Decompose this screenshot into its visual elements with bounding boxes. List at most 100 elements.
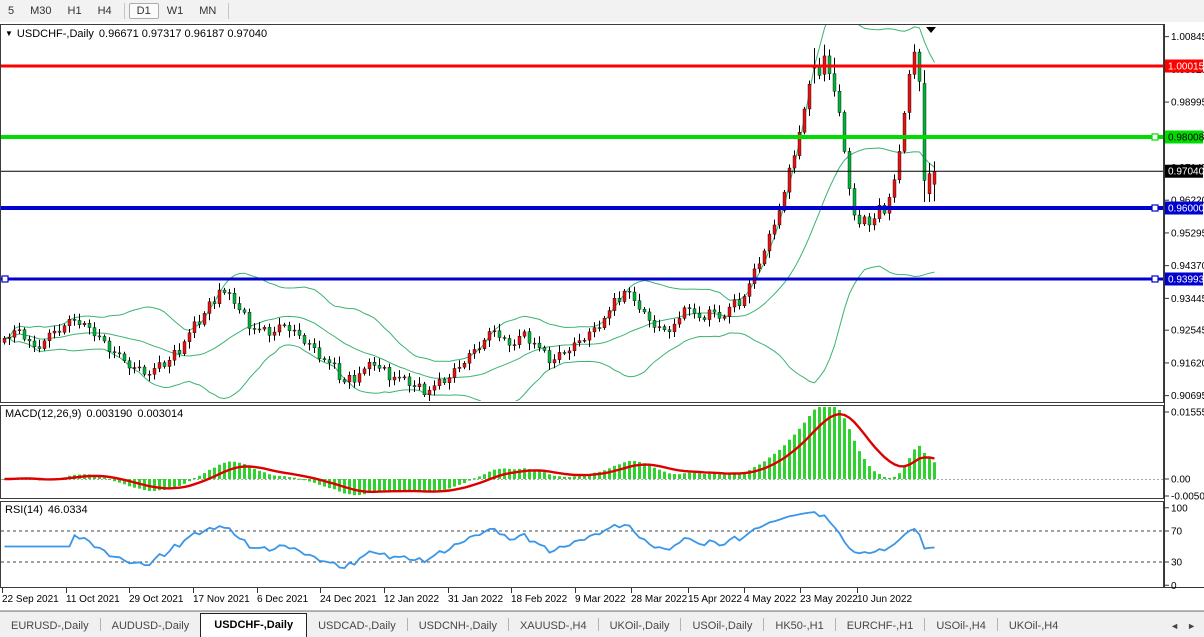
macd-bar (383, 479, 386, 491)
symbol-menu-icon[interactable]: ▼ (5, 29, 13, 38)
timeframe-button-m30[interactable]: M30 (30, 5, 52, 17)
tab-usdcad-daily[interactable]: USDCAD-,Daily (318, 620, 396, 632)
tab-usoil-daily[interactable]: USOil-,Daily (692, 620, 753, 632)
candle-body (417, 383, 422, 387)
tab-eurchf-h1[interactable]: EURCHF-,H1 (846, 620, 914, 632)
timeframe-button-w1[interactable]: W1 (166, 5, 184, 17)
candle-body (2, 337, 7, 343)
price-axis-label: 0.94370 (1171, 261, 1204, 272)
candle-body (702, 317, 707, 320)
rsi-panel[interactable] (0, 501, 1164, 588)
macd-bar (313, 479, 316, 483)
macd-bar (628, 460, 631, 479)
hline-handle-right[interactable] (1151, 275, 1159, 283)
price-axis-label: 0.93445 (1171, 294, 1204, 305)
candle-body (97, 335, 102, 338)
timeframe-button-5[interactable]: 5 (8, 5, 15, 17)
candle-body (637, 300, 642, 310)
timeframe-button-d1[interactable]: D1 (128, 3, 159, 19)
candle-body (537, 342, 542, 348)
candle-body (87, 323, 92, 328)
macd-bar (398, 479, 401, 491)
tab-hk50-h1[interactable]: HK50-,H1 (775, 620, 824, 632)
rsi-axis-label: 100 (1171, 503, 1188, 514)
macd-bar (183, 479, 186, 484)
price-tag-text: 0.96000 (1168, 204, 1204, 215)
hline-handle-right[interactable] (1151, 133, 1159, 141)
candle-body (617, 298, 622, 302)
macd-bar (898, 473, 901, 479)
candle-body (852, 188, 857, 216)
candle-body (247, 312, 252, 329)
candle-body (487, 331, 492, 341)
candle-body (772, 224, 777, 235)
candle-body (82, 323, 87, 325)
tab-ukoil-daily[interactable]: UKOil-,Daily (609, 620, 670, 632)
price-axis-label: 1.00845 (1171, 32, 1204, 43)
macd-value: 0.003190 (86, 408, 133, 420)
candle-body (177, 349, 182, 354)
tab-scroll-left-icon[interactable]: ◄ (1170, 621, 1180, 631)
macd-bar (493, 469, 496, 479)
tab-usdcnh-daily[interactable]: USDCNH-,Daily (418, 620, 497, 632)
candle-body (467, 353, 472, 364)
candle-body (797, 132, 802, 156)
candle-body (202, 313, 207, 325)
macd-bar (638, 462, 641, 479)
macd-bar (453, 479, 456, 487)
tab-eurusd-daily[interactable]: EURUSD-,Daily (11, 620, 89, 632)
candle-body (372, 362, 377, 366)
candle-body (92, 327, 97, 337)
candle-body (392, 376, 397, 381)
candles (2, 44, 937, 401)
macd-bar (443, 479, 446, 490)
timeframe-button-h1[interactable]: H1 (67, 5, 82, 17)
macd-bar (428, 479, 431, 493)
macd-bar (218, 464, 221, 479)
tab-usoil-h4[interactable]: USOil-,H4 (936, 620, 986, 632)
candle-body (12, 330, 17, 338)
tab-ukoil-h4[interactable]: UKOil-,H4 (1008, 620, 1059, 632)
timeframe-button-h4[interactable]: H4 (97, 5, 112, 17)
tab-xauusd-h4[interactable]: XAUUSD-,H4 (519, 620, 587, 632)
macd-bar (808, 415, 811, 479)
macd-bar (798, 428, 801, 479)
tab-usdchf-daily[interactable]: USDCHF-,Daily (200, 613, 308, 637)
price-axis-label: 0.92545 (1171, 326, 1204, 337)
macd-bar (363, 479, 366, 495)
candle-body (752, 268, 757, 284)
macd-bar (288, 477, 291, 479)
macd-bar (553, 475, 556, 479)
candle-body (112, 351, 117, 354)
candle-body (332, 362, 337, 365)
tab-scroll-right-icon[interactable]: ► (1187, 621, 1196, 631)
toolbar-divider (123, 3, 125, 19)
candle-body (922, 83, 927, 181)
rsi-axis-label: 30 (1171, 558, 1183, 569)
macd-bar (378, 479, 381, 492)
tab-audusd-daily[interactable]: AUDUSD-,Daily (111, 620, 190, 632)
candle-body (802, 108, 807, 133)
macd-bar (168, 479, 171, 490)
price-axis-label: 0.96220 (1171, 196, 1204, 207)
macd-bar (873, 471, 876, 479)
candle-body (732, 299, 737, 308)
candle-body (212, 301, 217, 304)
timeframe-button-mn[interactable]: MN (199, 5, 217, 17)
date-axis-label: 24 Dec 2021 (320, 594, 377, 605)
candle-body (337, 363, 342, 380)
macd-bar (293, 477, 296, 479)
candle-body (197, 321, 202, 325)
candle-body (742, 296, 747, 306)
candle-body (282, 324, 287, 327)
macd-bar (368, 479, 371, 493)
candle-body (137, 366, 142, 369)
hline-handle-left[interactable] (1, 275, 9, 283)
hline-handle-right[interactable] (1151, 204, 1159, 212)
main-price-panel[interactable] (0, 24, 1164, 403)
candle-body (367, 362, 372, 370)
macd-bar (438, 479, 441, 491)
candle-body (717, 311, 722, 319)
macd-bar (208, 469, 211, 479)
